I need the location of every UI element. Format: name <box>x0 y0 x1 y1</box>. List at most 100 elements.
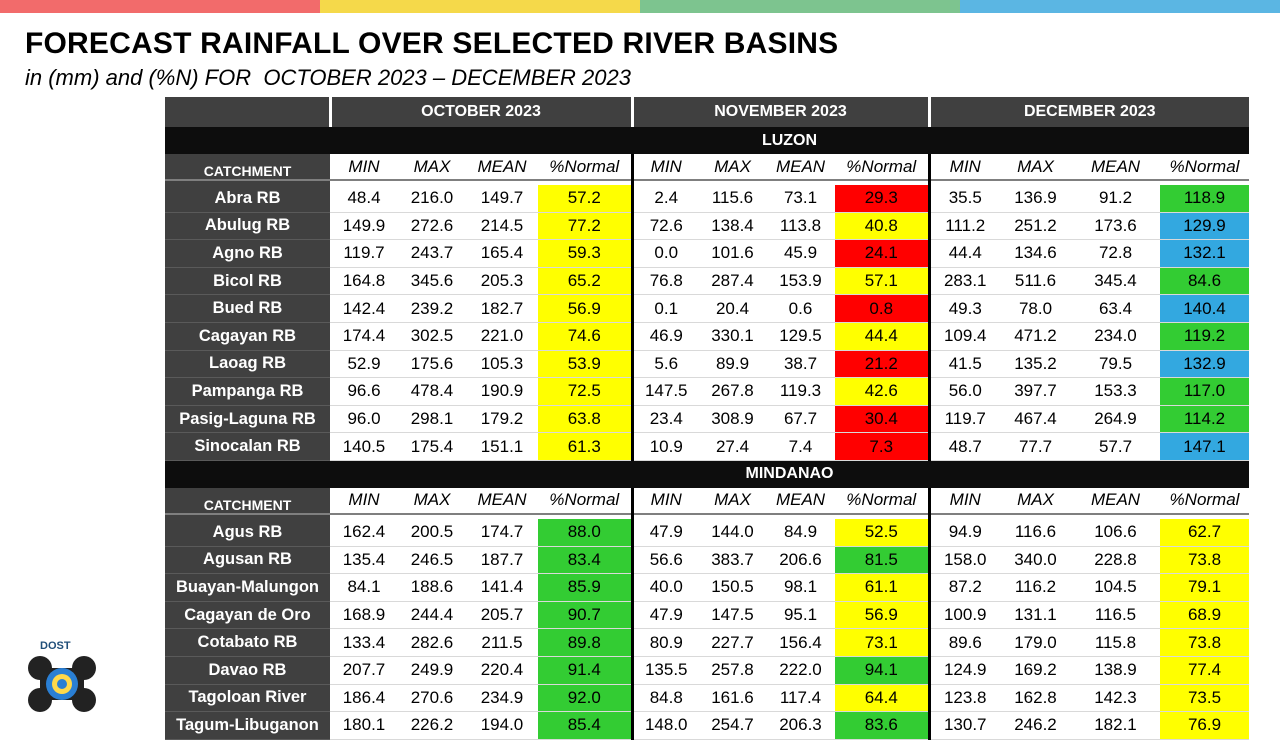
value-cell: 129.5 <box>766 322 835 351</box>
value-cell: 35.5 <box>927 185 1000 213</box>
value-cell: 144.0 <box>699 518 766 547</box>
value-cell: 136.9 <box>1000 185 1071 213</box>
percent-normal-cell: 76.9 <box>1160 711 1249 740</box>
value-cell: 165.4 <box>466 239 538 268</box>
table-row: Cagayan de Oro 168.9 244.4 205.7 90.7 47.9 147… <box>165 601 1249 630</box>
percent-normal-cell: 77.2 <box>538 212 632 241</box>
value-cell: 282.6 <box>398 628 466 657</box>
percent-normal-cell: 73.5 <box>1160 684 1249 713</box>
value-cell: 162.8 <box>1000 684 1071 713</box>
percent-normal-cell: 94.1 <box>835 656 929 685</box>
top-bar-red <box>0 0 320 13</box>
value-cell: 206.3 <box>766 711 835 740</box>
percent-normal-cell: 57.1 <box>835 267 929 296</box>
column-header: MIN <box>630 154 699 181</box>
value-cell: 228.8 <box>1071 546 1160 575</box>
value-cell: 234.9 <box>466 684 538 713</box>
table-row: Sinocalan RB 140.5 175.4 151.1 61.3 10.9 27.4 7… <box>165 432 1249 461</box>
percent-normal-cell: 119.2 <box>1160 322 1249 351</box>
value-cell: 156.4 <box>766 628 835 657</box>
percent-normal-cell: 132.1 <box>1160 239 1249 268</box>
column-header: MAX <box>398 154 466 181</box>
value-cell: 5.6 <box>630 350 699 379</box>
percent-normal-cell: 91.4 <box>538 656 632 685</box>
value-cell: 67.7 <box>766 405 835 434</box>
catchment-name: Sinocalan RB <box>165 432 330 461</box>
column-header: MIN <box>630 487 699 515</box>
percent-normal-cell: 114.2 <box>1160 405 1249 434</box>
value-cell: 89.6 <box>927 628 1000 657</box>
percent-normal-cell: 92.0 <box>538 684 632 713</box>
table-row: Agus RB 162.4 200.5 174.7 88.0 47.9 144.0 84.9 5… <box>165 518 1249 547</box>
value-cell: 270.6 <box>398 684 466 713</box>
value-cell: 38.7 <box>766 350 835 379</box>
value-cell: 96.6 <box>330 377 398 406</box>
column-header: MAX <box>1000 154 1071 181</box>
value-cell: 471.2 <box>1000 322 1071 351</box>
catchment-name: Cagayan RB <box>165 322 330 351</box>
value-cell: 138.4 <box>699 212 766 241</box>
percent-normal-cell: 79.1 <box>1160 573 1249 602</box>
percent-normal-cell: 57.2 <box>538 185 632 213</box>
column-header: MIN <box>330 154 398 181</box>
value-cell: 397.7 <box>1000 377 1071 406</box>
top-bar-green <box>640 0 960 13</box>
catchment-name: Agno RB <box>165 239 330 268</box>
value-cell: 45.9 <box>766 239 835 268</box>
percent-normal-cell: 65.2 <box>538 267 632 296</box>
catchment-name: Cotabato RB <box>165 628 330 657</box>
value-cell: 173.6 <box>1071 212 1160 241</box>
page-subtitle: in (mm) and (%N) FOR OCTOBER 2023 – DECE… <box>25 65 631 90</box>
value-cell: 117.4 <box>766 684 835 713</box>
table-row: Pasig-Laguna RB 96.0 298.1 179.2 63.8 23.4 308… <box>165 405 1249 434</box>
value-cell: 211.5 <box>466 628 538 657</box>
value-cell: 227.7 <box>699 628 766 657</box>
percent-normal-cell: 84.6 <box>1160 267 1249 296</box>
value-cell: 2.4 <box>630 185 699 213</box>
column-header: MAX <box>699 154 766 181</box>
value-cell: 135.5 <box>630 656 699 685</box>
value-cell: 174.4 <box>330 322 398 351</box>
value-cell: 119.7 <box>330 239 398 268</box>
value-cell: 174.7 <box>466 518 538 547</box>
value-cell: 220.4 <box>466 656 538 685</box>
spacer-cell <box>927 180 1000 185</box>
page-title: FORECAST RAINFALL OVER SELECTED RIVER BA… <box>25 27 839 60</box>
value-cell: 186.4 <box>330 684 398 713</box>
value-cell: 249.9 <box>398 656 466 685</box>
value-cell: 124.9 <box>927 656 1000 685</box>
value-cell: 267.8 <box>699 377 766 406</box>
value-cell: 116.5 <box>1071 601 1160 630</box>
value-cell: 56.0 <box>927 377 1000 406</box>
value-cell: 180.1 <box>330 711 398 740</box>
value-cell: 151.1 <box>466 432 538 461</box>
value-cell: 162.4 <box>330 518 398 547</box>
value-cell: 308.9 <box>699 405 766 434</box>
value-cell: 119.7 <box>927 405 1000 434</box>
value-cell: 330.1 <box>699 322 766 351</box>
value-cell: 84.1 <box>330 573 398 602</box>
value-cell: 222.0 <box>766 656 835 685</box>
catchment-name: Abra RB <box>165 185 330 213</box>
dost-logo <box>22 638 102 718</box>
percent-normal-cell: 61.3 <box>538 432 632 461</box>
value-cell: 23.4 <box>630 405 699 434</box>
catchment-name: Tagoloan River <box>165 684 330 713</box>
table-row: Tagum-Libuganon 180.1 226.2 194.0 85.4 148.0 2… <box>165 711 1249 740</box>
value-cell: 169.2 <box>1000 656 1071 685</box>
column-header: MEAN <box>466 487 538 515</box>
percent-normal-cell: 140.4 <box>1160 294 1249 323</box>
percent-normal-cell: 56.9 <box>835 601 929 630</box>
column-header: MIN <box>927 487 1000 515</box>
column-header: MEAN <box>1071 487 1160 515</box>
value-cell: 94.9 <box>927 518 1000 547</box>
value-cell: 251.2 <box>1000 212 1071 241</box>
table-row: Tagoloan River 186.4 270.6 234.9 92.0 84.8 161… <box>165 684 1249 713</box>
percent-normal-cell: 21.2 <box>835 350 929 379</box>
percent-normal-cell: 83.6 <box>835 711 929 740</box>
value-cell: 104.5 <box>1071 573 1160 602</box>
rainfall-table: OCTOBER 2023 NOVEMBER 2023 DECEMBER 2023 LU… <box>165 97 1249 740</box>
value-cell: 161.6 <box>699 684 766 713</box>
value-cell: 116.2 <box>1000 573 1071 602</box>
catchment-name: Cagayan de Oro <box>165 601 330 630</box>
